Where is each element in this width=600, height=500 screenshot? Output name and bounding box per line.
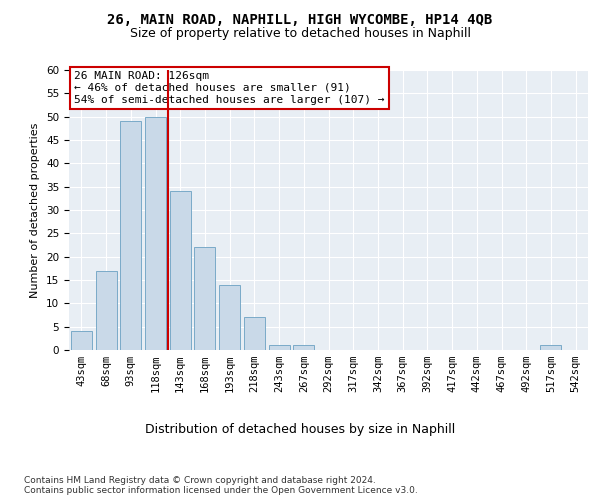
Bar [71,332,92,350]
Bar [219,284,240,350]
Bar [120,122,141,350]
Y-axis label: Number of detached properties: Number of detached properties [31,122,40,298]
Text: Contains HM Land Registry data © Crown copyright and database right 2024.
Contai: Contains HM Land Registry data © Crown c… [24,476,418,495]
Text: Size of property relative to detached houses in Naphill: Size of property relative to detached ho… [130,28,470,40]
Bar [145,116,166,350]
Text: Distribution of detached houses by size in Naphill: Distribution of detached houses by size … [145,422,455,436]
Bar [293,346,314,350]
Bar [269,346,290,350]
Bar [244,318,265,350]
Text: 26, MAIN ROAD, NAPHILL, HIGH WYCOMBE, HP14 4QB: 26, MAIN ROAD, NAPHILL, HIGH WYCOMBE, HP… [107,12,493,26]
Bar [170,192,191,350]
Bar [541,346,562,350]
Bar [95,270,116,350]
Text: 26 MAIN ROAD: 126sqm
← 46% of detached houses are smaller (91)
54% of semi-detac: 26 MAIN ROAD: 126sqm ← 46% of detached h… [74,72,385,104]
Bar [194,248,215,350]
